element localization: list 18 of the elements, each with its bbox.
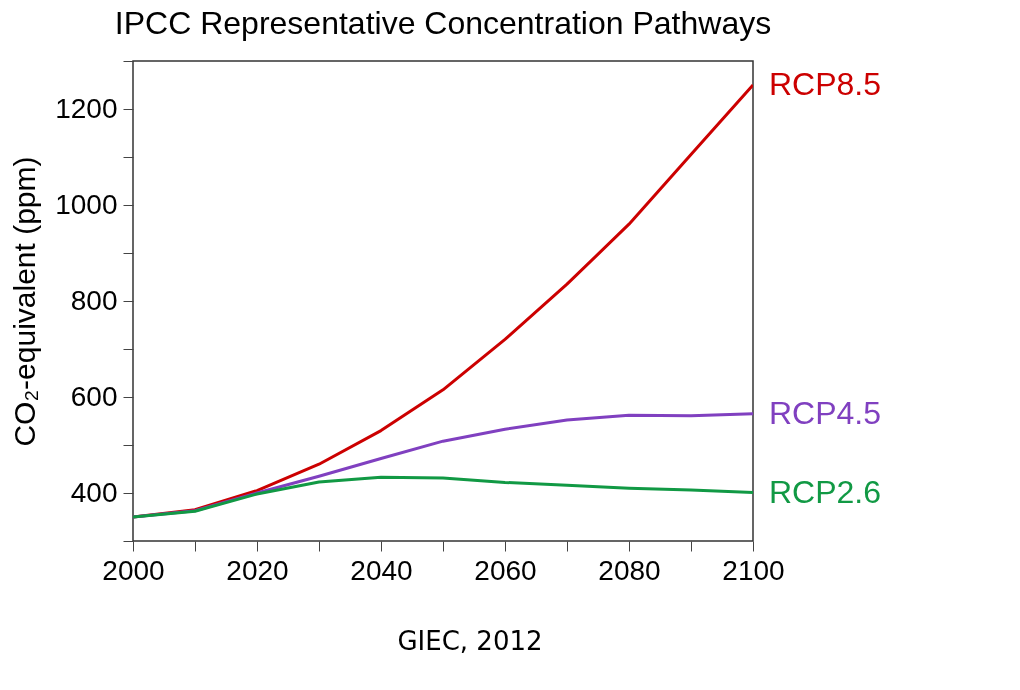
y-tick-label: 400 <box>70 476 118 508</box>
series-label: RCP2.6 <box>769 473 882 510</box>
y-tick-label: 600 <box>70 380 118 412</box>
x-tick-label: 2040 <box>350 554 413 586</box>
y-tick-label: 800 <box>70 284 118 316</box>
series-label: RCP4.5 <box>769 394 882 431</box>
x-tick-label: 2060 <box>474 554 537 586</box>
x-tick-label: 2080 <box>598 554 661 586</box>
x-tick-label: 2100 <box>722 554 785 586</box>
y-tick-label: 1200 <box>55 92 118 124</box>
chart-title: IPCC Representative Concentration Pathways <box>114 5 772 41</box>
y-tick-label: 1000 <box>55 188 118 220</box>
y-axis-title: CO₂-equivalent (ppm) <box>8 156 42 447</box>
line-series <box>133 475 753 519</box>
text: GIEC, 2012 <box>396 626 544 656</box>
x-tick-label: 2000 <box>102 554 165 586</box>
x-tick-label: 2020 <box>226 554 289 586</box>
series-label: RCP8.5 <box>769 66 882 102</box>
